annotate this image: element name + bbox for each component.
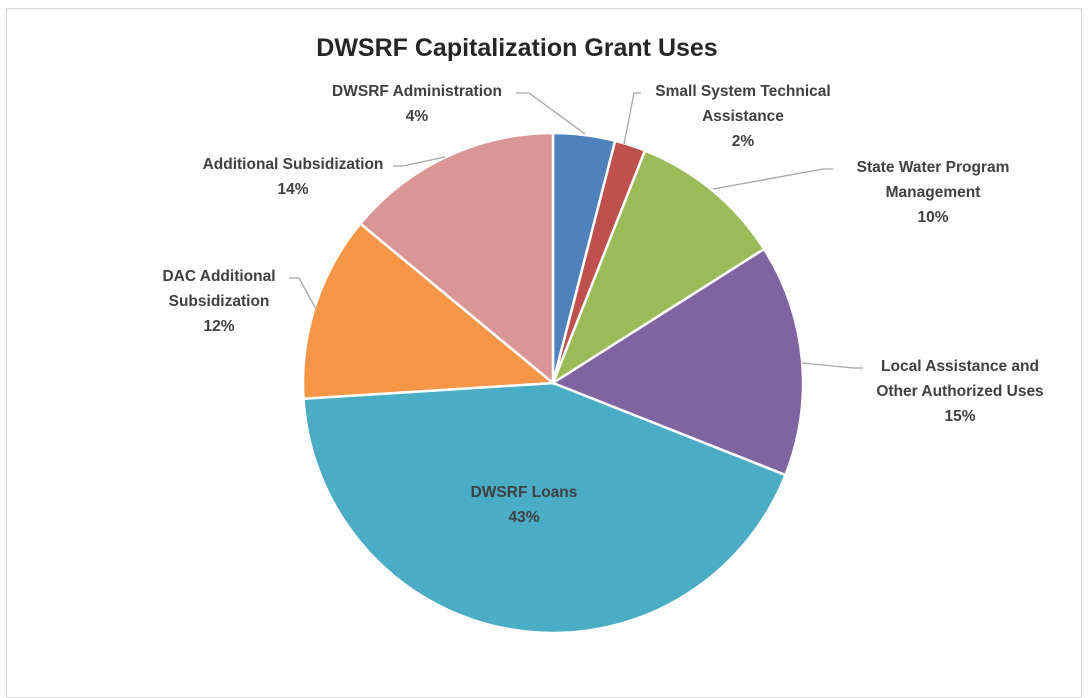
leader-lines <box>289 92 863 369</box>
data-label-percent: 4% <box>406 108 429 125</box>
data-label-category: Small System Technical <box>655 83 830 100</box>
data-label: Local Assistance and Other Authorized Use… <box>876 358 1043 425</box>
data-label-category: Assistance <box>702 108 784 125</box>
leader-line <box>623 92 641 145</box>
data-label: State Water Program Management 10% <box>857 159 1010 226</box>
data-label: DWSRF Loans 43% <box>471 484 578 526</box>
data-label-category: State Water Program <box>857 159 1010 176</box>
data-label-category: DWSRF Loans <box>471 484 578 501</box>
leader-line <box>289 277 317 310</box>
chart-area: DWSRF Capitalization Grant Uses DWSRF Ad… <box>6 8 1082 698</box>
data-label-percent: 14% <box>277 181 308 198</box>
data-label-percent: 15% <box>944 408 975 425</box>
data-label-category: Management <box>886 184 981 201</box>
data-label-category: Other Authorized Uses <box>876 383 1043 400</box>
data-labels: DWSRF Administration 4% Small System Techn… <box>162 83 1043 526</box>
data-label: DWSRF Administration 4% <box>332 83 502 125</box>
pie-slices <box>301 131 805 635</box>
data-label: DAC Additional Subsidization 12% <box>162 268 275 335</box>
leader-line <box>801 362 863 369</box>
pie-slice-dac-additional-subsidization <box>301 221 557 401</box>
data-label-percent: 43% <box>508 509 539 526</box>
data-label-category: DAC Additional <box>162 268 275 285</box>
pie-slice-additional-subsidization <box>358 131 555 386</box>
leader-line <box>393 156 446 167</box>
leader-line <box>516 92 586 135</box>
data-label-percent: 2% <box>732 133 755 150</box>
data-label-percent: 12% <box>203 318 234 335</box>
chart-title: DWSRF Capitalization Grant Uses <box>316 34 717 62</box>
leader-line <box>712 168 833 190</box>
data-label-category: Local Assistance and <box>881 358 1039 375</box>
data-label-category: Subsidization <box>169 293 270 310</box>
data-label: Additional Subsidization 14% <box>203 156 384 198</box>
pie-slice-local-assistance-and-other-authorized-uses <box>550 247 805 477</box>
pie-slice-dwsrf-loans <box>302 381 788 635</box>
pie-slice-state-water-program-management <box>550 148 766 387</box>
pie-chart: DWSRF Capitalization Grant Uses DWSRF Ad… <box>162 34 1044 635</box>
data-label-category: Additional Subsidization <box>203 156 384 173</box>
data-label: Small System Technical Assistance 2% <box>655 83 830 150</box>
data-label-category: DWSRF Administration <box>332 83 502 100</box>
data-label-percent: 10% <box>917 209 948 226</box>
